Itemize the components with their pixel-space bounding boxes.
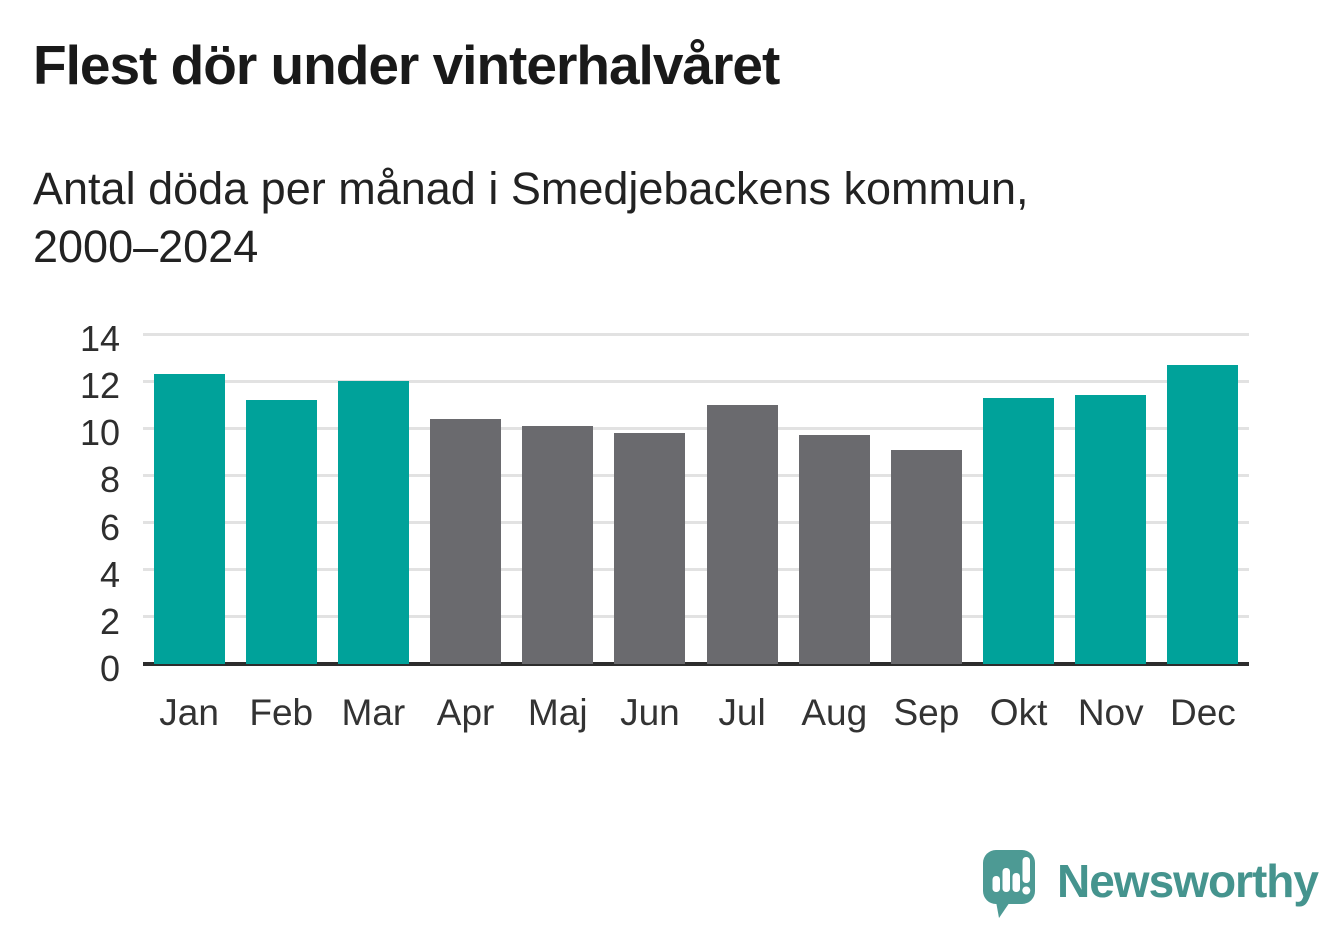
- bar-maj: [522, 425, 594, 664]
- y-tick-label-2: 2: [99, 600, 120, 642]
- x-tick-label-apr: Apr: [436, 692, 495, 733]
- bar-dec: [1167, 364, 1239, 664]
- bar-apr: [430, 418, 502, 664]
- logo-mini-bar-3: [1012, 873, 1020, 892]
- gridline-y-6: [143, 521, 1249, 525]
- chart-title: Flest dör under vinterhalvåret: [33, 34, 780, 96]
- gridline-y-14: [143, 332, 1249, 336]
- bar-mar: [337, 381, 409, 664]
- subtitle-line-1: Antal döda per månad i Smedjebackens kom…: [33, 163, 1029, 214]
- gridline-y-10: [143, 426, 1249, 430]
- bar-sep: [890, 449, 962, 664]
- newsworthy-logo: Newsworthy: [983, 850, 1319, 918]
- x-tick-label-dec: Dec: [1170, 692, 1236, 733]
- y-tick-label-0: 0: [99, 648, 120, 689]
- chart-subtitle: Antal döda per månad i Smedjebackens kom…: [33, 160, 1029, 276]
- x-tick-label-jun: Jun: [620, 692, 680, 733]
- x-tick-label-nov: Nov: [1077, 692, 1144, 733]
- bar-jan: [153, 374, 225, 664]
- y-tick-label-14: 14: [79, 318, 120, 359]
- logo-exclamation-dot: [1022, 886, 1031, 895]
- y-tick-label-12: 12: [79, 365, 120, 407]
- logo-exclamation-bar: [1022, 857, 1030, 883]
- newsworthy-logo-text: Newsworthy: [1057, 855, 1319, 907]
- gridline-y-8: [143, 473, 1249, 477]
- y-tick-label-6: 6: [99, 506, 120, 548]
- x-tick-label-sep: Sep: [893, 692, 960, 733]
- bar-okt: [983, 397, 1055, 664]
- plot-area: [143, 332, 1249, 666]
- bar-nov: [1075, 395, 1147, 664]
- logo-mini-bar-1: [992, 876, 1000, 892]
- logo-mini-bar-2: [1002, 868, 1010, 892]
- x-tick-label-maj: Maj: [527, 692, 588, 733]
- gridline-y-12: [143, 379, 1249, 383]
- gridline-y-4: [143, 568, 1249, 572]
- x-tick-label-aug: Aug: [801, 692, 868, 733]
- y-tick-label-10: 10: [79, 412, 120, 454]
- gridline-y-2: [143, 615, 1249, 619]
- subtitle-line-2: 2000–2024: [33, 221, 259, 272]
- x-axis-line: [143, 662, 1249, 666]
- bar-jul: [706, 404, 778, 664]
- bar-jun: [614, 433, 686, 664]
- x-tick-label-feb: Feb: [249, 692, 314, 733]
- x-tick-label-jul: Jul: [718, 692, 766, 733]
- bar-aug: [798, 435, 870, 664]
- bar-feb: [245, 400, 317, 664]
- x-tick-label-okt: Okt: [989, 692, 1048, 733]
- y-tick-label-4: 4: [99, 553, 120, 595]
- x-tick-label-mar: Mar: [341, 692, 406, 733]
- x-tick-label-jan: Jan: [159, 692, 219, 733]
- y-tick-label-8: 8: [99, 459, 120, 501]
- newsworthy-speech-bubble-bar-chart-icon: [983, 850, 1035, 918]
